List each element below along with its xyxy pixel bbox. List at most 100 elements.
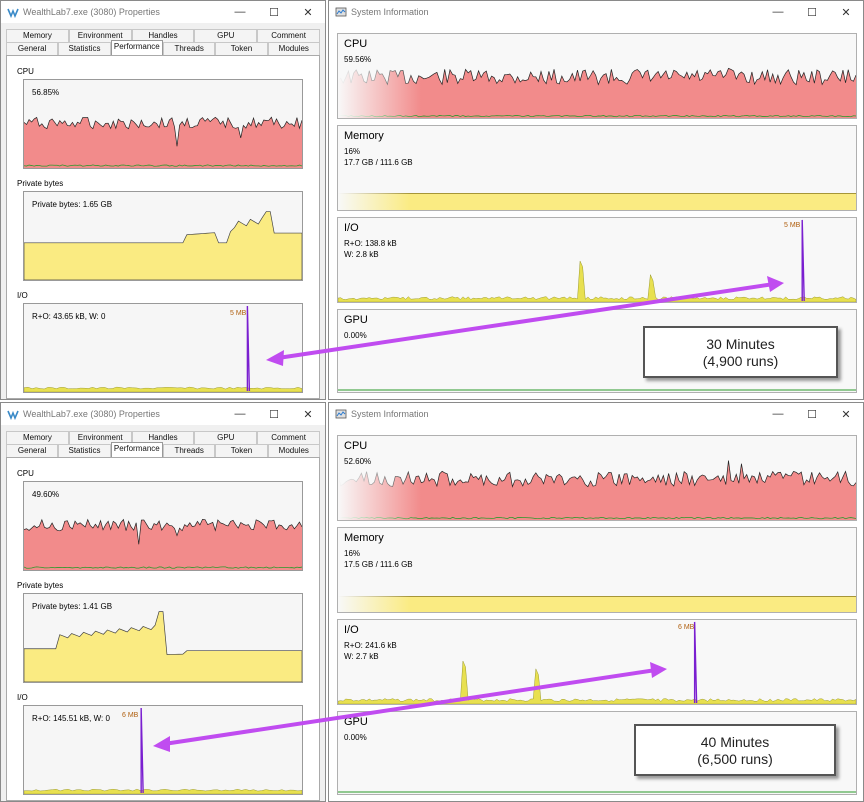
wealthlab-app-icon [7, 410, 19, 420]
tab-threads[interactable]: Threads [162, 444, 216, 457]
system-cpu-graph: CPU 59.56% [337, 33, 857, 119]
system-io-chart [338, 219, 856, 302]
system-info-icon [335, 7, 347, 17]
process-properties-window-bottom: WealthLab7.exe (3080) Properties — ☐ ✕ M… [0, 402, 326, 802]
tab-comment[interactable]: Comment [257, 431, 320, 444]
system-memory-graph: Memory 16% 17.5 GB / 111.6 GB [337, 527, 857, 613]
system-io-write: W: 2.8 kB [344, 250, 379, 259]
system-cpu-value: 52.60% [344, 457, 372, 466]
system-gpu-chart [338, 791, 856, 793]
window-title: System Information [351, 7, 429, 17]
system-io-title: I/O [344, 222, 359, 234]
system-cpu-title: CPU [344, 440, 368, 452]
system-io-read-other: R+O: 138.8 kB [344, 239, 397, 248]
tab-environment[interactable]: Environment [68, 29, 132, 42]
system-memory-graph: Memory 16% 17.7 GB / 111.6 GB [337, 125, 857, 211]
tab-strip: Memory Environment Handles GPU Comment G… [6, 431, 320, 457]
tab-handles[interactable]: Handles [131, 29, 195, 42]
system-io-peak-label: 5 MB [784, 222, 801, 229]
tab-threads[interactable]: Threads [162, 42, 216, 55]
system-gpu-title: GPU [344, 314, 368, 326]
system-io-graph: I/O R+O: 241.6 kB W: 2.7 kB 6 MB [337, 619, 857, 705]
private-bytes-graph: Private bytes: 1.65 GB [23, 191, 303, 281]
tab-gpu[interactable]: GPU [194, 29, 258, 42]
tab-statistics[interactable]: Statistics [58, 42, 111, 55]
system-io-write: W: 2.7 kB [344, 652, 379, 661]
tab-modules[interactable]: Modules [267, 42, 320, 55]
system-memory-usage: 17.5 GB / 111.6 GB [344, 560, 413, 569]
tab-gpu[interactable]: GPU [194, 431, 258, 444]
callout-runs: (4,900 runs) [702, 353, 779, 369]
system-gpu-title: GPU [344, 716, 368, 728]
tab-memory[interactable]: Memory [6, 29, 69, 42]
callout-duration: 30 Minutes [706, 336, 775, 352]
close-button[interactable]: ✕ [303, 6, 313, 19]
process-io-chart [24, 305, 302, 392]
window-title: System Information [351, 409, 429, 419]
minimize-button[interactable]: — [772, 408, 784, 420]
cpu-section-label: CPU [17, 469, 34, 478]
tab-general[interactable]: General [6, 444, 59, 457]
process-cpu-graph: 49.60% [23, 481, 303, 571]
maximize-button[interactable]: ☐ [807, 408, 817, 421]
system-io-peak-label: 6 MB [678, 624, 695, 631]
system-io-read-other: R+O: 241.6 kB [344, 641, 397, 650]
tab-statistics[interactable]: Statistics [58, 444, 111, 457]
wealthlab-app-icon [7, 8, 19, 18]
tab-environment[interactable]: Environment [68, 431, 132, 444]
close-button[interactable]: ✕ [303, 408, 313, 421]
system-gpu-value: 0.00% [344, 331, 367, 340]
system-gpu-value: 0.00% [344, 733, 367, 742]
system-cpu-title: CPU [344, 38, 368, 50]
callout-runs: (6,500 runs) [697, 751, 773, 767]
process-properties-window-top: WealthLab7.exe (3080) Properties — ☐ ✕ M… [0, 0, 326, 400]
system-memory-chart [338, 528, 856, 612]
process-cpu-value: 56.85% [32, 88, 60, 97]
tab-handles[interactable]: Handles [131, 431, 195, 444]
tab-memory[interactable]: Memory [6, 431, 69, 444]
minimize-button[interactable]: — [234, 6, 246, 18]
private-bytes-value: Private bytes: 1.41 GB [32, 602, 113, 611]
process-io-graph: R+O: 43.65 kB, W: 0 5 MB [23, 303, 303, 393]
tab-token[interactable]: Token [215, 444, 268, 457]
tab-modules[interactable]: Modules [267, 444, 320, 457]
process-cpu-chart [24, 518, 302, 570]
private-bytes-section-label: Private bytes [17, 581, 64, 590]
title-bar: System Information — ☐ ✕ [329, 1, 863, 23]
tab-token[interactable]: Token [215, 42, 268, 55]
tab-performance[interactable]: Performance [110, 442, 163, 457]
system-cpu-graph: CPU 52.60% [337, 435, 857, 521]
system-memory-percent: 16% [344, 549, 361, 558]
close-button[interactable]: ✕ [841, 6, 851, 19]
annotation-callout-bottom: 40 Minutes (6,500 runs) [634, 724, 836, 776]
maximize-button[interactable]: ☐ [269, 6, 279, 19]
tab-performance[interactable]: Performance [110, 40, 163, 55]
io-section-label: I/O [17, 291, 28, 300]
system-memory-usage: 17.7 GB / 111.6 GB [344, 158, 413, 167]
process-io-peak-label: 5 MB [230, 310, 247, 317]
maximize-button[interactable]: ☐ [807, 6, 817, 19]
window-title: WealthLab7.exe (3080) Properties [23, 409, 160, 419]
process-cpu-graph: 56.85% [23, 79, 303, 169]
process-io-chart [24, 707, 302, 794]
minimize-button[interactable]: — [772, 6, 784, 18]
private-bytes-graph: Private bytes: 1.41 GB [23, 593, 303, 683]
system-gpu-chart [338, 389, 856, 391]
tab-comment[interactable]: Comment [257, 29, 320, 42]
tab-strip: Memory Environment Handles GPU Comment G… [6, 29, 320, 55]
system-io-title: I/O [344, 624, 359, 636]
title-bar: System Information — ☐ ✕ [329, 403, 863, 425]
process-cpu-chart [24, 116, 302, 168]
maximize-button[interactable]: ☐ [269, 408, 279, 421]
process-io-graph: R+O: 145.51 kB, W: 0 6 MB [23, 705, 303, 795]
private-bytes-chart [24, 611, 302, 682]
minimize-button[interactable]: — [234, 408, 246, 420]
system-info-icon [335, 409, 347, 419]
system-memory-title: Memory [344, 130, 384, 142]
system-memory-chart [338, 126, 856, 210]
system-io-graph: I/O R+O: 138.8 kB W: 2.8 kB 5 MB [337, 217, 857, 303]
callout-duration: 40 Minutes [700, 734, 770, 750]
close-button[interactable]: ✕ [841, 408, 851, 421]
process-cpu-value: 49.60% [32, 490, 60, 499]
tab-general[interactable]: General [6, 42, 59, 55]
